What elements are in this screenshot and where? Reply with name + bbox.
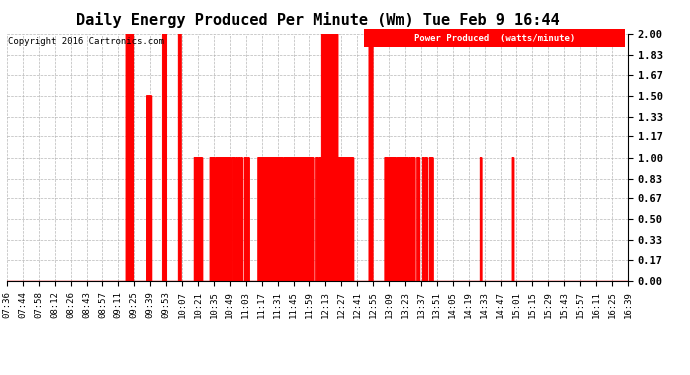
Text: Copyright 2016 Cartronics.com: Copyright 2016 Cartronics.com xyxy=(8,38,164,46)
Title: Daily Energy Produced Per Minute (Wm) Tue Feb 9 16:44: Daily Energy Produced Per Minute (Wm) Tu… xyxy=(76,12,559,28)
